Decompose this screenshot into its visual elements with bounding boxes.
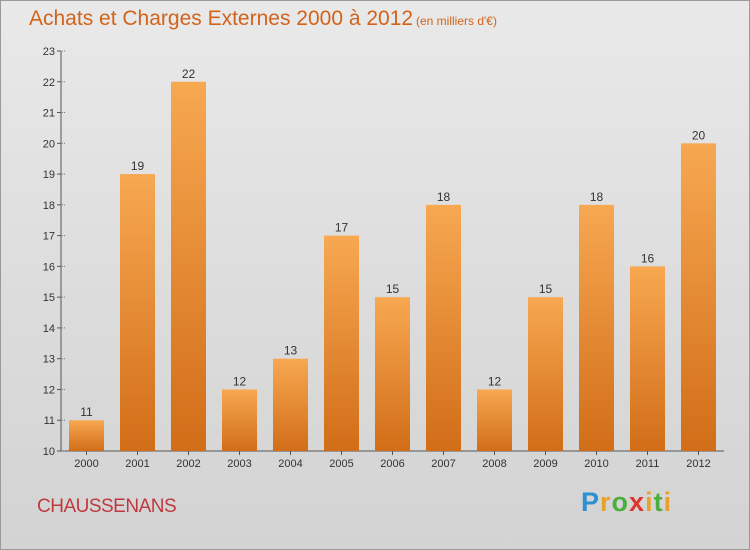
bar [579,204,614,451]
x-tick-label: 2007 [431,458,455,470]
proxiti-logo: Proxiti [581,487,672,518]
chart-title: Achats et Charges Externes 2000 à 2012 [29,7,414,30]
y-tick-label: 21 [43,108,55,120]
y-tick-label: 18 [43,200,55,212]
y-tick-label: 14 [43,323,55,335]
bar [681,143,716,452]
bar [273,358,308,451]
bar [171,81,206,452]
x-tick-label: 2003 [227,458,251,470]
data-label: 16 [641,251,655,265]
logo-letter: x [629,487,646,517]
logo-letter: r [600,487,612,517]
y-tick-label: 22 [43,77,55,89]
y-tick-label: 13 [43,354,55,366]
bar [630,266,665,451]
data-label: 20 [692,128,706,142]
y-tick-label: 17 [43,231,55,243]
logo-letter: i [663,487,673,517]
data-label: 17 [335,221,349,235]
y-tick-label: 15 [43,292,55,304]
x-tick-label: 2004 [278,458,302,470]
x-tick-label: 2006 [380,458,404,470]
bar [426,204,461,451]
commune-name: CHAUSSENANS [37,496,177,517]
data-label: 13 [284,344,298,358]
chart-subtitle: (en milliers d'€) [416,14,497,28]
bar [375,297,410,451]
data-label: 18 [437,190,451,204]
bar [120,174,155,452]
data-label: 12 [233,374,247,388]
data-label: 11 [80,405,93,419]
x-tick-label: 2000 [74,458,98,470]
x-tick-label: 2005 [329,458,353,470]
bar [69,420,104,451]
data-label: 15 [386,282,400,296]
data-label: 18 [590,190,604,204]
logo-letter: P [581,487,601,517]
y-tick-label: 12 [43,384,55,396]
y-tick-label: 20 [43,138,55,150]
data-label: 19 [131,159,145,173]
bar [477,389,512,451]
y-tick-label: 23 [43,46,55,58]
bar [324,235,359,451]
x-tick-label: 2008 [482,458,506,470]
y-tick-label: 19 [43,169,55,181]
x-tick-label: 2002 [176,458,200,470]
data-label: 12 [488,374,502,388]
x-tick-label: 2009 [533,458,557,470]
logo-letter: t [653,487,664,517]
logo-letter: i [645,487,654,517]
logo-letter: o [611,487,630,517]
y-tick-label: 10 [43,446,55,458]
data-label: 22 [182,67,196,81]
data-label: 15 [539,282,553,296]
x-tick-label: 2011 [636,458,660,470]
x-tick-label: 2012 [686,458,710,470]
bar [528,297,563,451]
bar [222,389,257,451]
y-tick-label: 16 [43,261,55,273]
x-tick-label: 2010 [584,458,608,470]
y-tick-label: 11 [44,415,55,427]
x-tick-label: 2001 [125,458,149,470]
